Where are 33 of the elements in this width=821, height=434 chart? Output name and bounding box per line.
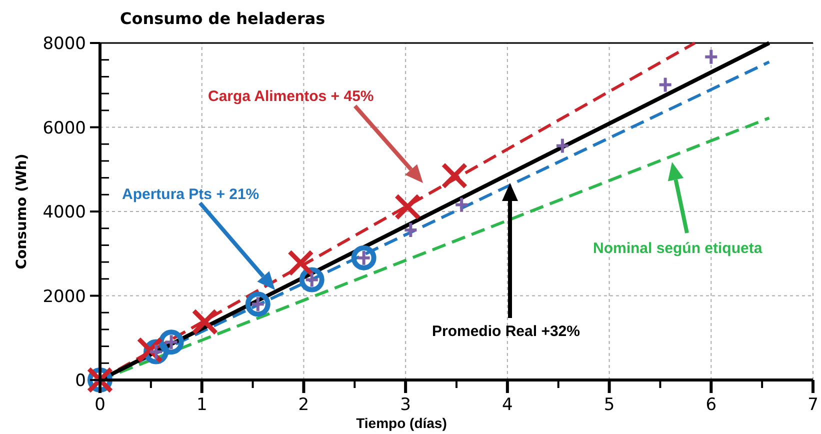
point [287, 250, 314, 276]
point [403, 222, 418, 239]
point [394, 194, 421, 220]
x-tick-label: 7 [808, 395, 818, 415]
point [351, 245, 376, 270]
y-tick-label: 0 [75, 371, 86, 391]
point [158, 330, 184, 355]
x-tick-label: 0 [94, 395, 106, 415]
point [704, 48, 719, 66]
x-tick-label: 4 [502, 395, 513, 415]
x-tick-label: 3 [400, 395, 411, 415]
y-tick-label: 6000 [42, 118, 86, 138]
point [454, 196, 470, 214]
y-axis-title: Consumo (Wh) [14, 154, 30, 270]
y-tick-label: 8000 [42, 34, 86, 54]
point [658, 76, 673, 94]
x-tick-label: 1 [196, 395, 208, 415]
x-axis-title: Tiempo (días) [356, 415, 447, 431]
point [245, 292, 270, 317]
chart-title: Consumo de heladeras [120, 9, 326, 28]
y-tick-label: 4000 [42, 202, 86, 222]
x-tick-label: 5 [604, 395, 615, 415]
x-tick-label: 6 [706, 395, 717, 415]
point [441, 162, 468, 189]
annotation: Apertura Pts + 21% [122, 186, 260, 203]
point [299, 267, 324, 292]
point [192, 308, 218, 336]
annotation: Nominal según etiqueta [593, 240, 763, 257]
point [554, 137, 570, 154]
x-tick-label: 2 [298, 395, 310, 415]
annotation: Promedio Real +32% [432, 323, 580, 340]
y-tick-label: 2000 [42, 286, 86, 307]
annotation: Carga Alimentos + 45% [208, 88, 374, 105]
